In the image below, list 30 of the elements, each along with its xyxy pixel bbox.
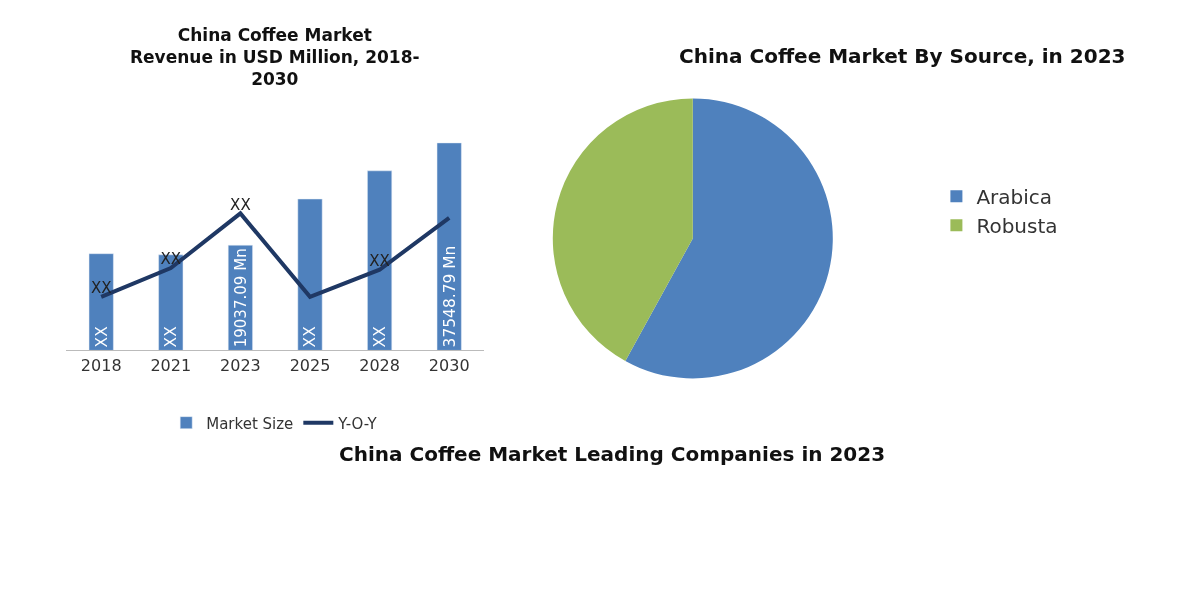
data-label: XX: [160, 250, 182, 269]
x-tick-label: 2018: [80, 355, 122, 375]
x-tick-label: 2025: [289, 355, 331, 375]
chart-title: China Coffee Market Revenue in USD Million, 2018-2030: [130, 25, 420, 90]
x-tick-label: 2023: [220, 355, 261, 375]
x-tick-label: 2030: [428, 355, 470, 375]
data-label: XX: [162, 325, 181, 348]
x-tick-label: 2028: [359, 355, 400, 375]
bar: [436, 142, 462, 351]
legend-label: Market Size: [206, 414, 294, 433]
text: China Coffee Market Leading Companies in 2023: [339, 442, 886, 466]
data-label: XX: [92, 325, 111, 348]
pie-slice: [625, 98, 833, 379]
data-label: XX: [370, 325, 389, 348]
bar: [297, 198, 323, 351]
x-tick-label: 2021: [150, 355, 192, 375]
data-label: XX: [230, 195, 251, 214]
chart-title: China Coffee Market By Source, in 2023: [679, 44, 1126, 68]
legend-label: Robusta: [976, 214, 1058, 239]
bar: [88, 253, 114, 351]
legend-label: Y-O-Y: [337, 414, 378, 433]
bar: [158, 254, 184, 351]
data-label: 19037.09 Mn: [231, 248, 250, 348]
data-label: XX: [301, 325, 320, 348]
data-label: XX: [90, 279, 112, 298]
pie-slice: [553, 98, 693, 362]
bar: [367, 170, 393, 351]
legend-label: Arabica: [976, 185, 1053, 210]
data-label: 37548.79 Mn: [440, 245, 459, 348]
data-label: XX: [369, 251, 390, 270]
